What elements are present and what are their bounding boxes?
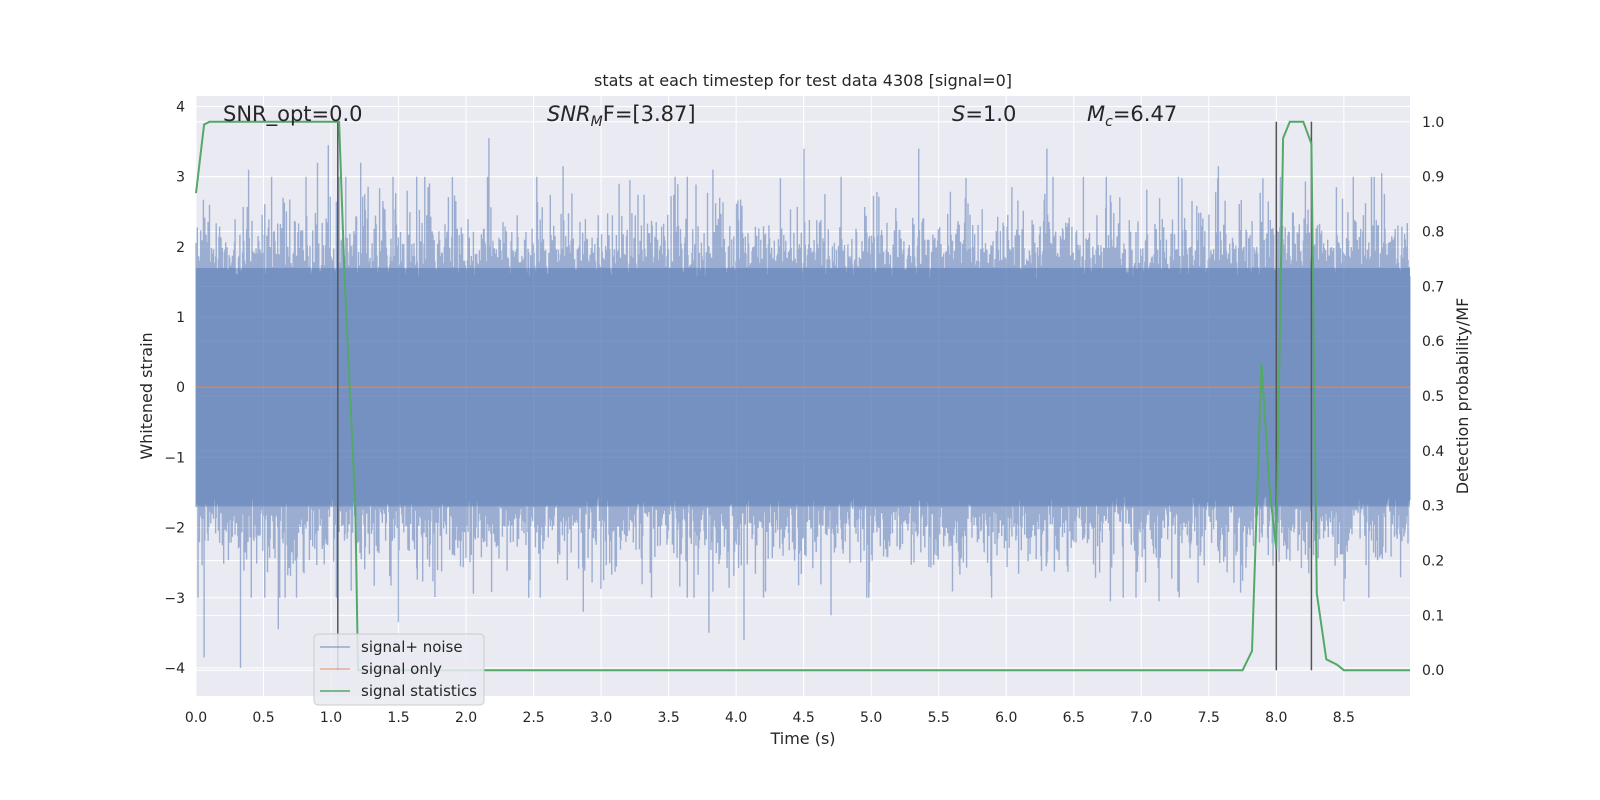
y2-tick-label: 0.7: [1422, 279, 1444, 295]
x-tick-label: 6.5: [1063, 710, 1085, 726]
y-tick-label: 3: [176, 170, 185, 186]
x-axis-label: Time (s): [769, 729, 835, 748]
y2-tick-label: 0.5: [1422, 389, 1444, 405]
y-tick-label: 2: [176, 240, 185, 256]
y2-tick-labels: 0.0 0.1 0.2 0.3 0.4 0.5 0.6 0.7 0.8 0.9 1.0: [1422, 115, 1444, 679]
y-tick-label: −1: [164, 450, 185, 466]
annotation-snr-opt: SNR_opt=0.0: [223, 102, 363, 127]
x-tick-label: 4.5: [793, 710, 815, 726]
x-tick-label: 7.0: [1130, 710, 1152, 726]
s-rest: =1.0: [965, 102, 1016, 126]
snr-mf-sub: M: [591, 114, 603, 130]
legend-label-signal-plus-noise: signal+ noise: [361, 638, 463, 656]
y-tick-label: 4: [176, 100, 185, 116]
x-tick-label: 4.0: [725, 710, 747, 726]
x-tick-label: 3.5: [658, 710, 680, 726]
y2-axis-label: Detection probability/MF: [1453, 298, 1472, 495]
annotation-mc: Mc=6.47: [1087, 102, 1177, 130]
annotation-snr-mf: SNRMF=[3.87]: [547, 102, 696, 130]
y-axis-label: Whitened strain: [137, 332, 156, 459]
x-tick-label: 8.5: [1333, 710, 1355, 726]
legend-label-signal-only: signal only: [361, 660, 442, 678]
y-tick-label: 1: [176, 310, 185, 326]
legend-box: [313, 633, 485, 706]
mc-sub: c: [1105, 114, 1113, 130]
y2-tick-label: 0.1: [1422, 608, 1444, 624]
legend: signal+ noise signal only signal statist…: [313, 633, 485, 706]
x-tick-label: 1.5: [387, 710, 409, 726]
snr-mf-base: SNR: [547, 102, 591, 126]
annotation-s: S=1.0: [952, 102, 1016, 126]
x-tick-label: 5.5: [928, 710, 950, 726]
s-var: S: [952, 102, 965, 126]
x-tick-label: 8.0: [1265, 710, 1287, 726]
x-tick-label: 6.0: [995, 710, 1017, 726]
y-tick-label: 0: [176, 380, 185, 396]
y2-tick-label: 0.8: [1422, 224, 1444, 240]
x-tick-label: 1.0: [320, 710, 342, 726]
y-tick-labels: −4 −3 −2 −1 0 1 2 3 4: [164, 100, 185, 677]
x-tick-labels: 0.0 0.5 1.0 1.5 2.0 2.5 3.0 3.5 4.0 4.5 5.0 5.5 6.0 6…: [185, 710, 1355, 726]
x-tick-label: 7.5: [1198, 710, 1220, 726]
x-tick-label: 2.0: [455, 710, 477, 726]
y2-tick-label: 1.0: [1422, 115, 1444, 131]
legend-label-signal-statistics: signal statistics: [361, 682, 477, 700]
chart-title: stats at each timestep for test data 430…: [594, 71, 1012, 90]
y2-tick-label: 0.0: [1422, 663, 1444, 679]
y-tick-label: −3: [164, 591, 185, 607]
x-tick-label: 5.0: [860, 710, 882, 726]
mc-var: M: [1087, 102, 1105, 126]
y-tick-label: −2: [164, 521, 185, 537]
x-tick-label: 3.0: [590, 710, 612, 726]
series-signal-statistics: [195, 120, 1410, 672]
snr-mf-rest: F=[3.87]: [603, 102, 696, 126]
y2-tick-label: 0.9: [1422, 170, 1444, 186]
y2-tick-label: 0.2: [1422, 554, 1444, 570]
mc-rest: =6.47: [1113, 102, 1177, 126]
y2-tick-label: 0.6: [1422, 334, 1444, 350]
x-tick-label: 0.0: [185, 710, 207, 726]
y-tick-label: −4: [164, 661, 185, 677]
x-tick-label: 0.5: [252, 710, 274, 726]
x-tick-label: 2.5: [522, 710, 544, 726]
y2-tick-label: 0.3: [1422, 499, 1444, 515]
y2-tick-label: 0.4: [1422, 444, 1444, 460]
